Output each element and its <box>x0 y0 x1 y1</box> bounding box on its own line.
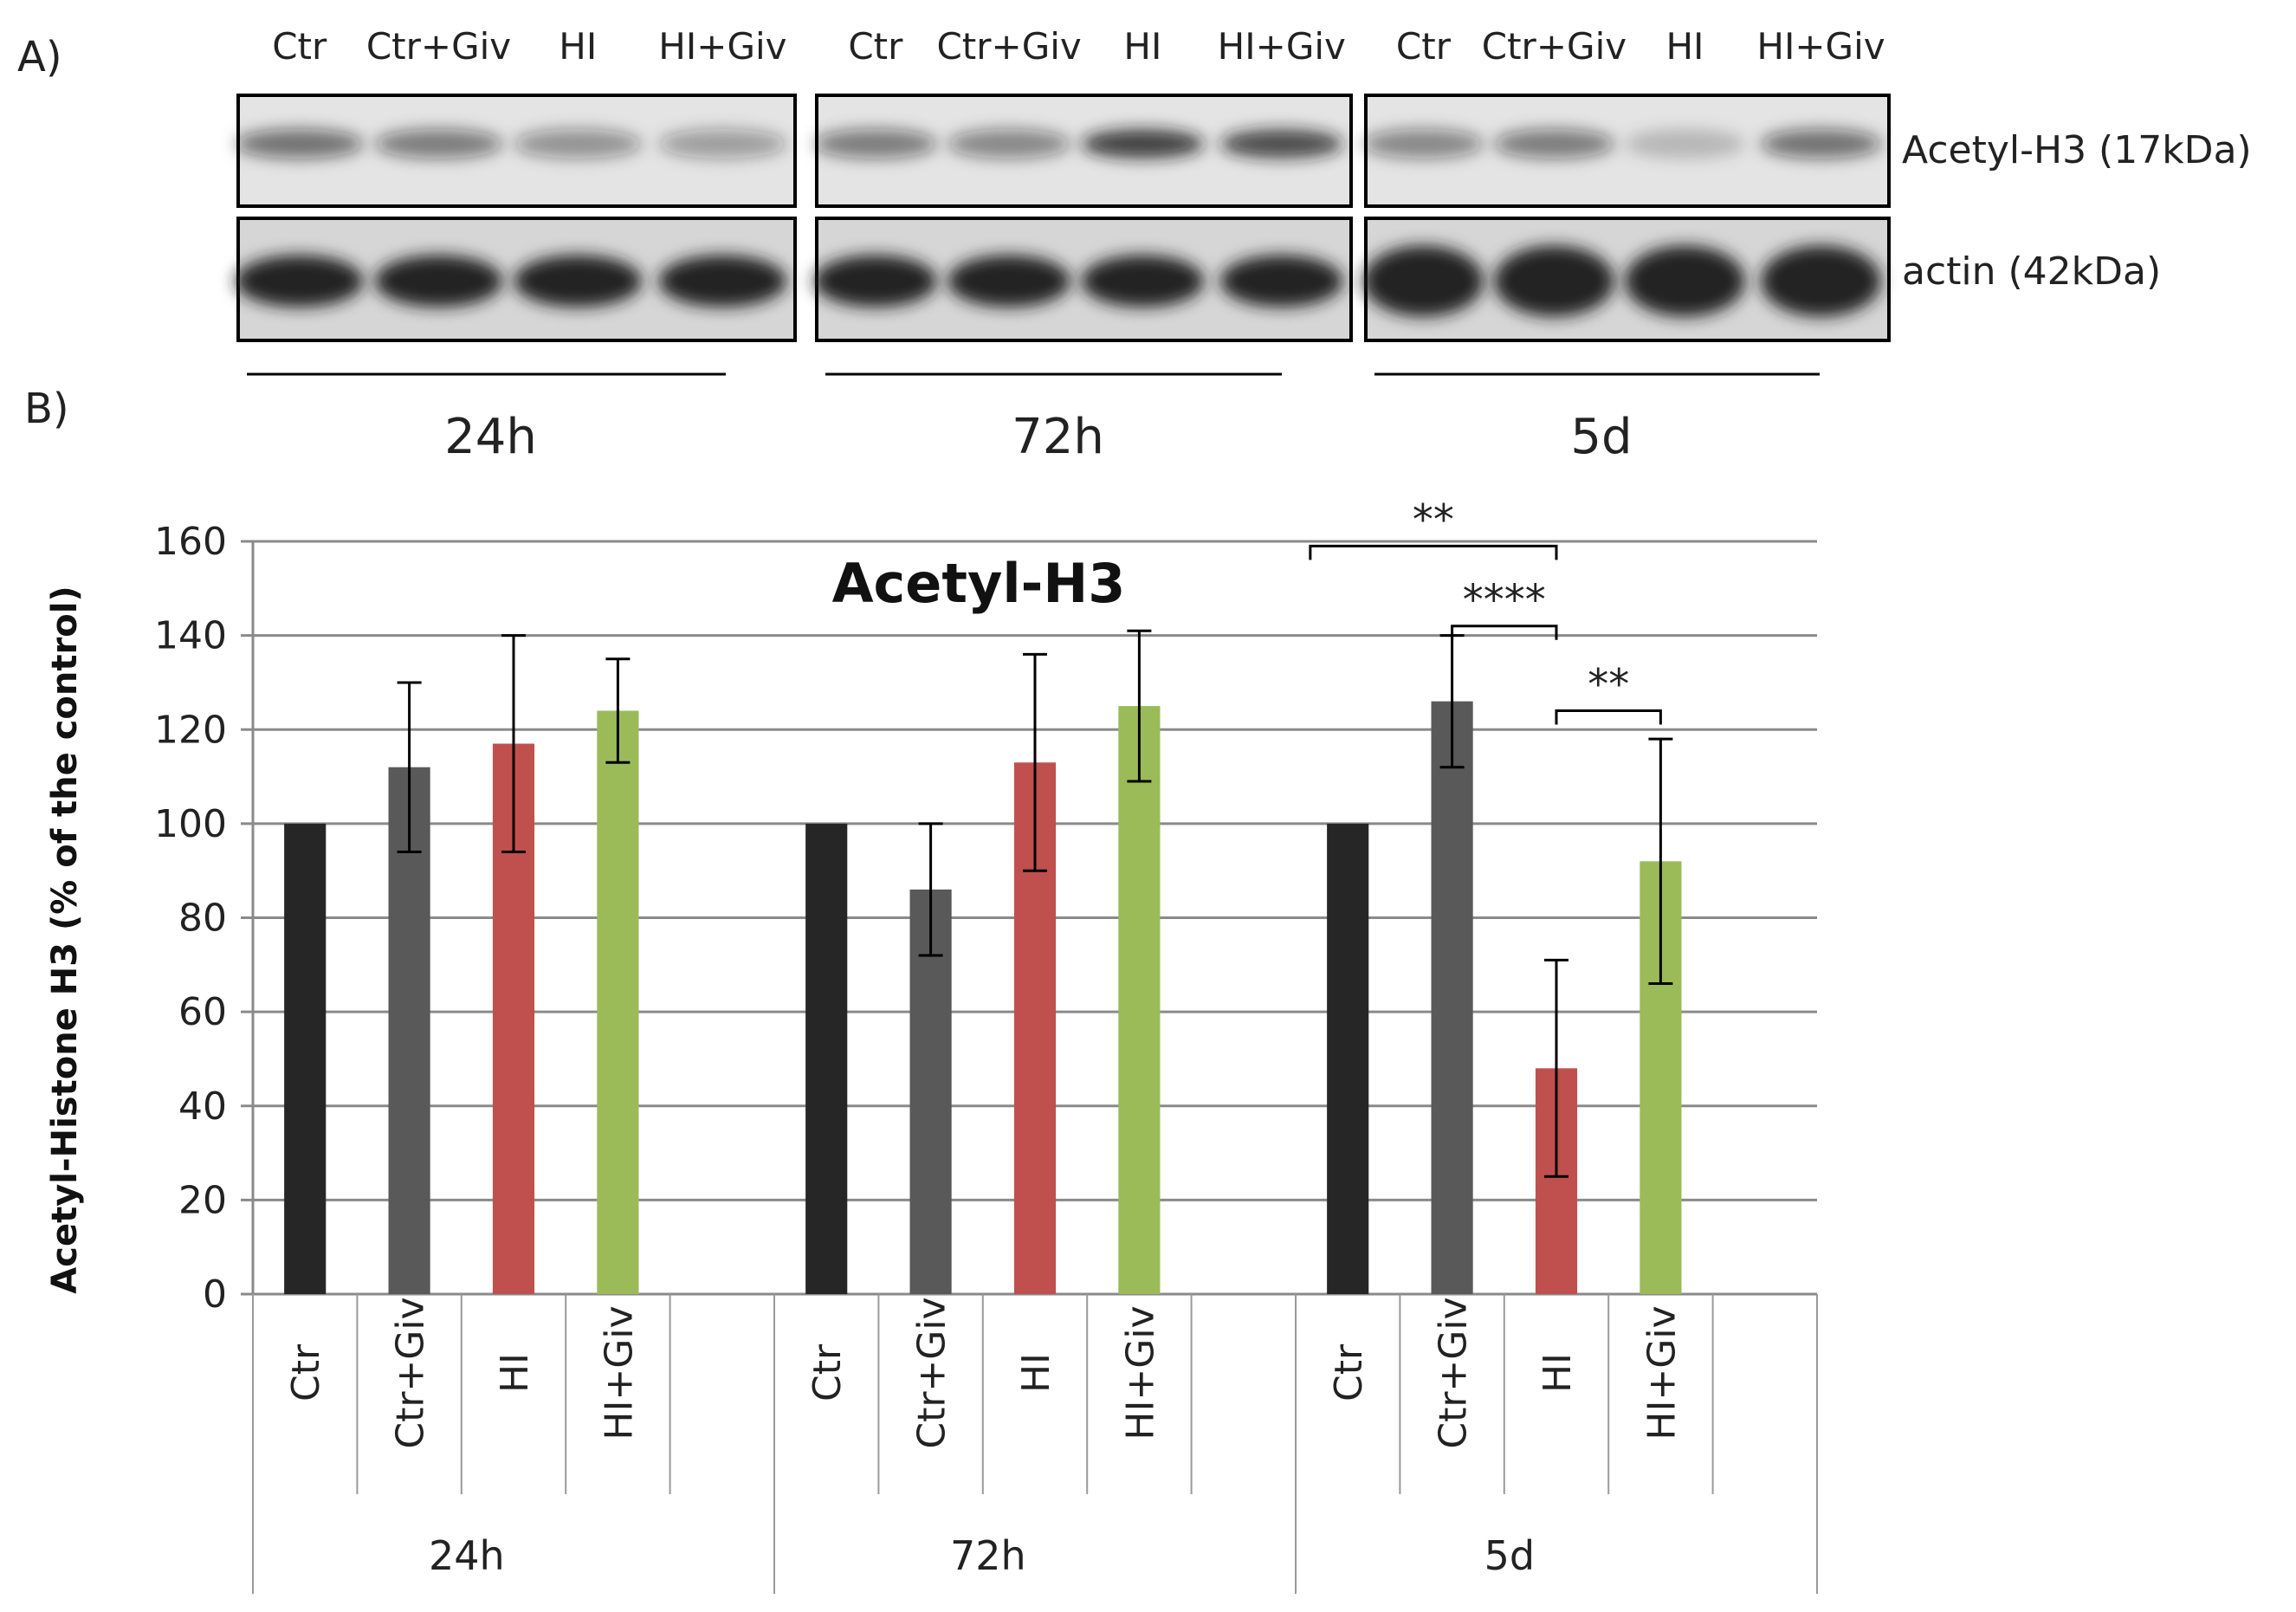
x-category-label: HI <box>1536 1353 1580 1393</box>
y-tick-label: 40 <box>178 1084 227 1129</box>
blot-row-label: actin (42kDa) <box>1902 249 2161 294</box>
y-tick-label: 160 <box>154 520 227 564</box>
blot-lane-label: HI <box>559 25 597 68</box>
blot-lane-label: Ctr <box>272 25 327 68</box>
blot-group-label: 24h <box>444 409 537 465</box>
acetyl-h3-band <box>1761 129 1881 159</box>
blot-lane-label: Ctr <box>848 25 903 68</box>
western-blot: Ctr Ctr+Giv HI HI+Giv 24h Ctr Ctr+Giv HI HI+Giv 7… <box>235 25 2252 465</box>
blot-lane-label: HI+Giv <box>1756 25 1885 68</box>
actin-band <box>658 255 787 308</box>
actin-band <box>514 255 643 308</box>
acetyl-h3-band <box>658 129 787 159</box>
x-category-label: Ctr <box>284 1343 328 1402</box>
x-category-label: Ctr <box>1327 1343 1371 1402</box>
actin-band <box>1081 255 1205 308</box>
actin-band <box>1362 245 1484 317</box>
bar-ctr <box>284 823 327 1294</box>
x-category-label: HI+Giv <box>1640 1305 1684 1440</box>
x-category-label: HI+Giv <box>597 1305 641 1440</box>
actin-band <box>235 255 364 308</box>
significance-label: **** <box>1463 576 1546 625</box>
actin-band <box>1624 245 1745 317</box>
acetyl-h3-band <box>235 129 364 159</box>
actin-band <box>1219 255 1343 308</box>
blot-lane-label: HI <box>1665 25 1704 68</box>
acetyl-h3-band <box>1493 129 1614 159</box>
acetyl-h3-band <box>813 129 937 159</box>
y-tick-label: 60 <box>178 990 227 1034</box>
bar-ctr <box>805 823 848 1294</box>
acetyl-h3-band <box>1362 129 1484 159</box>
bar-ctr-giv <box>909 889 952 1294</box>
panel-label-b: B) <box>24 385 69 433</box>
blot-group-label: 72h <box>1012 409 1104 465</box>
bar-chart: Acetyl-H3 Acetyl-Histone H3 (% of the co… <box>45 495 1818 1594</box>
blot-lane-label: HI+Giv <box>658 25 786 68</box>
bar-ctr-giv <box>388 767 430 1294</box>
x-group-label: 24h <box>429 1532 505 1579</box>
blot-lane-label: Ctr <box>1396 25 1452 68</box>
x-category-label: Ctr <box>805 1343 850 1402</box>
blot-lane-label: HI <box>1123 25 1161 68</box>
bar-hi-giv <box>597 710 639 1294</box>
acetyl-h3-band <box>1219 129 1343 159</box>
significance-bracket <box>1309 544 1558 560</box>
significance-label: ** <box>1588 661 1629 709</box>
actin-band <box>813 255 937 308</box>
x-category-label: Ctr+Giv <box>910 1297 954 1448</box>
blot-lane-label: Ctr+Giv <box>366 25 511 68</box>
significance-bracket <box>1451 625 1558 640</box>
bar-ctr <box>1327 823 1369 1294</box>
x-category-label: HI <box>493 1353 537 1393</box>
acetyl-h3-band <box>514 129 643 159</box>
actin-band <box>948 255 1071 308</box>
x-category-label: Ctr+Giv <box>389 1297 433 1448</box>
actin-band <box>1493 245 1614 317</box>
y-tick-label: 100 <box>154 802 227 846</box>
blot-group-label: 5d <box>1570 409 1632 465</box>
significance-bracket <box>1555 709 1662 725</box>
significance-label: ** <box>1413 495 1454 544</box>
blot-lane-label: HI+Giv <box>1218 25 1346 68</box>
blot-lane-label: Ctr+Giv <box>936 25 1081 68</box>
y-tick-label: 120 <box>154 708 227 752</box>
x-group-label: 5d <box>1484 1532 1535 1579</box>
y-tick-label: 0 <box>203 1272 227 1317</box>
actin-band <box>1761 245 1881 317</box>
x-category-label: Ctr+Giv <box>1432 1297 1476 1448</box>
y-tick-label: 140 <box>154 614 227 658</box>
x-category-label: HI <box>1014 1353 1058 1393</box>
chart-title: Acetyl-H3 <box>832 552 1126 615</box>
x-group-label: 72h <box>950 1532 1026 1579</box>
x-category-label: HI+Giv <box>1118 1305 1162 1440</box>
acetyl-h3-band <box>374 129 503 159</box>
acetyl-h3-band <box>1624 129 1745 159</box>
blot-lane-label: Ctr+Giv <box>1482 25 1627 68</box>
bar-hi-giv <box>1118 706 1161 1294</box>
panel-label-a: A) <box>17 33 62 81</box>
y-axis-label: Acetyl-Histone H3 (% of the control) <box>45 586 85 1293</box>
blot-row-label: Acetyl-H3 (17kDa) <box>1902 128 2252 172</box>
acetyl-h3-band <box>1081 129 1205 159</box>
actin-band <box>374 255 503 308</box>
y-tick-label: 80 <box>178 897 227 941</box>
acetyl-h3-band <box>948 129 1071 159</box>
bar-ctr-giv <box>1431 701 1473 1294</box>
y-tick-label: 20 <box>178 1178 227 1222</box>
